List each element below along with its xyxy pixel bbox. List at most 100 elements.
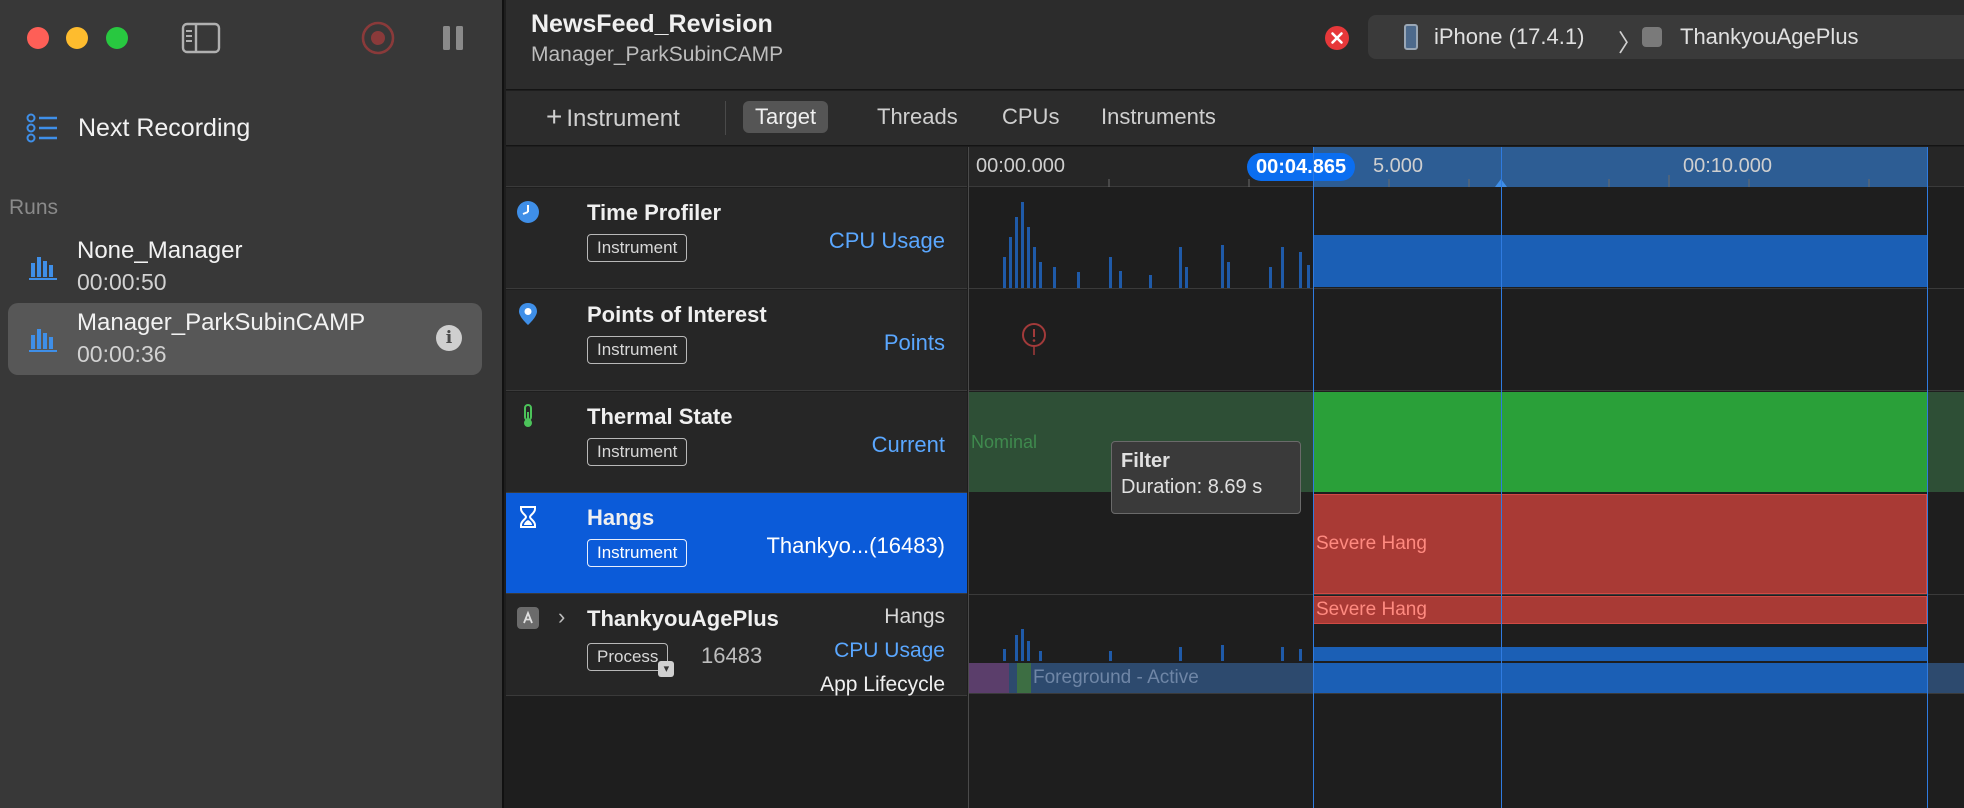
cpu-usage-graph [1003,202,1310,288]
process-severe-hang-block[interactable]: Severe Hang [1313,596,1927,624]
cpu-usage-band [1313,235,1927,287]
zoom-window-button[interactable] [106,27,128,49]
lifecycle-init-segment [1017,663,1031,693]
tab-threads[interactable]: Threads [877,104,958,129]
row-divider [969,390,1964,391]
track-points-of-interest[interactable]: Points of Interest Instrument Points [506,290,967,391]
lifecycle-state-label: Foreground - Active [1033,667,1199,688]
track-list-header [506,147,967,187]
minimize-window-button[interactable] [66,27,88,49]
track-type-badge: Instrument [587,438,688,466]
playhead-line[interactable] [1501,147,1502,808]
disclosure-chevron-icon[interactable]: › [558,604,566,629]
track-name: ThankyouAgePlus [587,606,779,631]
bar-chart-icon [29,329,57,352]
tab-cpus[interactable]: CPUs [1002,104,1060,129]
selected-time-range[interactable] [1313,147,1927,187]
iphone-icon [1404,24,1418,50]
track-detail-label[interactable]: Thankyo...(16483) [766,533,945,558]
add-instrument-button[interactable]: + Instrument [546,101,680,133]
track-type-badge: Instrument [587,336,688,364]
document-subtitle: Manager_ParkSubinCAMP [531,43,784,66]
track-process-thankyouageplus[interactable]: › ThankyouAgePlus Process ▾ 16483 Hangs … [506,594,967,696]
track-type-badge[interactable]: Process ▾ [587,643,675,677]
selection-end-line[interactable] [1927,147,1928,808]
subtrack-hangs[interactable]: Hangs [884,605,945,628]
time-ruler[interactable]: 00:00.000 5.000 00:10.000 00:04.865 [969,147,1964,187]
info-icon[interactable]: i [436,325,462,351]
hang-label: Severe Hang [1316,599,1427,620]
filter-tooltip: Filter Duration: 8.69 s [1111,441,1301,514]
run-item-manager-parksubincamp[interactable]: Manager_ParkSubinCAMP 00:00:36 i [8,303,482,375]
app-lifecycle-band[interactable]: Foreground - Active [969,663,1964,693]
process-badge-label: Process [597,647,659,666]
main-panel: NewsFeed_Revision Manager_ParkSubinCAMP … [506,0,1964,808]
next-recording-label: Next Recording [78,113,251,142]
close-window-button[interactable] [27,27,49,49]
row-divider [969,693,1964,694]
record-icon[interactable] [360,20,396,56]
device-name: iPhone (17.4.1) [1434,24,1585,49]
chevron-right-icon: 〉 [1618,30,1642,57]
subtrack-app-lifecycle[interactable]: App Lifecycle [820,673,945,696]
dropdown-arrow-icon[interactable]: ▾ [658,661,675,677]
sidebar: Next Recording Runs None_Manager 00:00:5… [0,0,504,808]
process-id: 16483 [701,643,763,668]
ruler-label-10s: 00:10.000 [1683,155,1772,177]
track-name: Hangs [587,505,655,530]
location-pin-icon [519,303,537,325]
selection-start-line[interactable] [1313,147,1314,808]
track-detail-label[interactable]: Current [871,432,945,457]
target-device-selector[interactable]: iPhone (17.4.1) 〉 ThankyouAgePlus [1368,15,1964,59]
thermometer-icon [524,404,532,427]
track-name: Thermal State [587,404,733,429]
process-subtracks: Hangs CPU Usage App Lifecycle [820,600,945,702]
app-store-icon [517,607,539,629]
ruler-label-start: 00:00.000 [976,155,1065,177]
list-icon [26,113,57,143]
ruler-label-5s: 5.000 [1373,155,1424,177]
run-item-none-manager[interactable]: None_Manager 00:00:50 [8,231,482,303]
track-detail-label[interactable]: Points [883,330,945,355]
toolbar: + Instrument Target Threads CPUs Instrume… [506,91,1964,146]
stop-icon[interactable] [1324,25,1350,51]
bar-chart-icon [29,257,57,280]
pause-icon[interactable] [440,24,466,52]
tooltip-detail: Duration: 8.69 s [1121,476,1263,498]
run-name: Manager_ParkSubinCAMP [77,309,366,336]
tab-instruments[interactable]: Instruments [1101,104,1216,129]
run-duration: 00:00:50 [77,269,167,295]
track-detail-label[interactable]: CPU Usage [828,228,945,253]
track-time-profiler[interactable]: Time Profiler Instrument CPU Usage [506,188,967,289]
next-recording-item[interactable]: Next Recording [26,108,250,148]
target-app-name: ThankyouAgePlus [1680,24,1859,49]
track-name: Time Profiler [587,200,722,225]
clock-icon [517,201,539,223]
row-divider [969,594,1964,595]
title-bar: NewsFeed_Revision Manager_ParkSubinCAMP … [506,0,1964,90]
thermal-band-tail [1927,392,1964,492]
runs-section-label: Runs [9,196,59,219]
process-cpu-band [1313,647,1927,661]
document-title: NewsFeed_Revision [531,10,773,38]
run-name: None_Manager [77,237,243,264]
track-name: Points of Interest [587,302,767,327]
track-thermal-state[interactable]: Thermal State Instrument Current [506,392,967,493]
thermal-state-label: Nominal [971,432,1038,452]
subtrack-cpu-usage[interactable]: CPU Usage [834,639,945,662]
point-of-interest-marker-icon[interactable] [1021,322,1047,356]
cursor-time-pill[interactable]: 00:04.865 [1247,153,1356,181]
process-cpu-graph [1003,629,1302,661]
row-divider [969,288,1964,289]
severe-hang-block[interactable]: Severe Hang [1313,494,1927,594]
add-instrument-label: Instrument [566,105,680,132]
lifecycle-launch-segment [969,663,1009,693]
thermal-selected-band[interactable] [1313,392,1927,492]
track-type-badge: Instrument [587,234,688,262]
tab-target[interactable]: Target [743,101,829,133]
tooltip-title: Filter [1121,450,1170,472]
sidebar-toggle-icon[interactable] [181,22,221,54]
plus-icon: + [546,101,563,132]
track-hangs[interactable]: Hangs Instrument Thankyo...(16483) [506,493,967,594]
hourglass-icon [520,506,536,528]
